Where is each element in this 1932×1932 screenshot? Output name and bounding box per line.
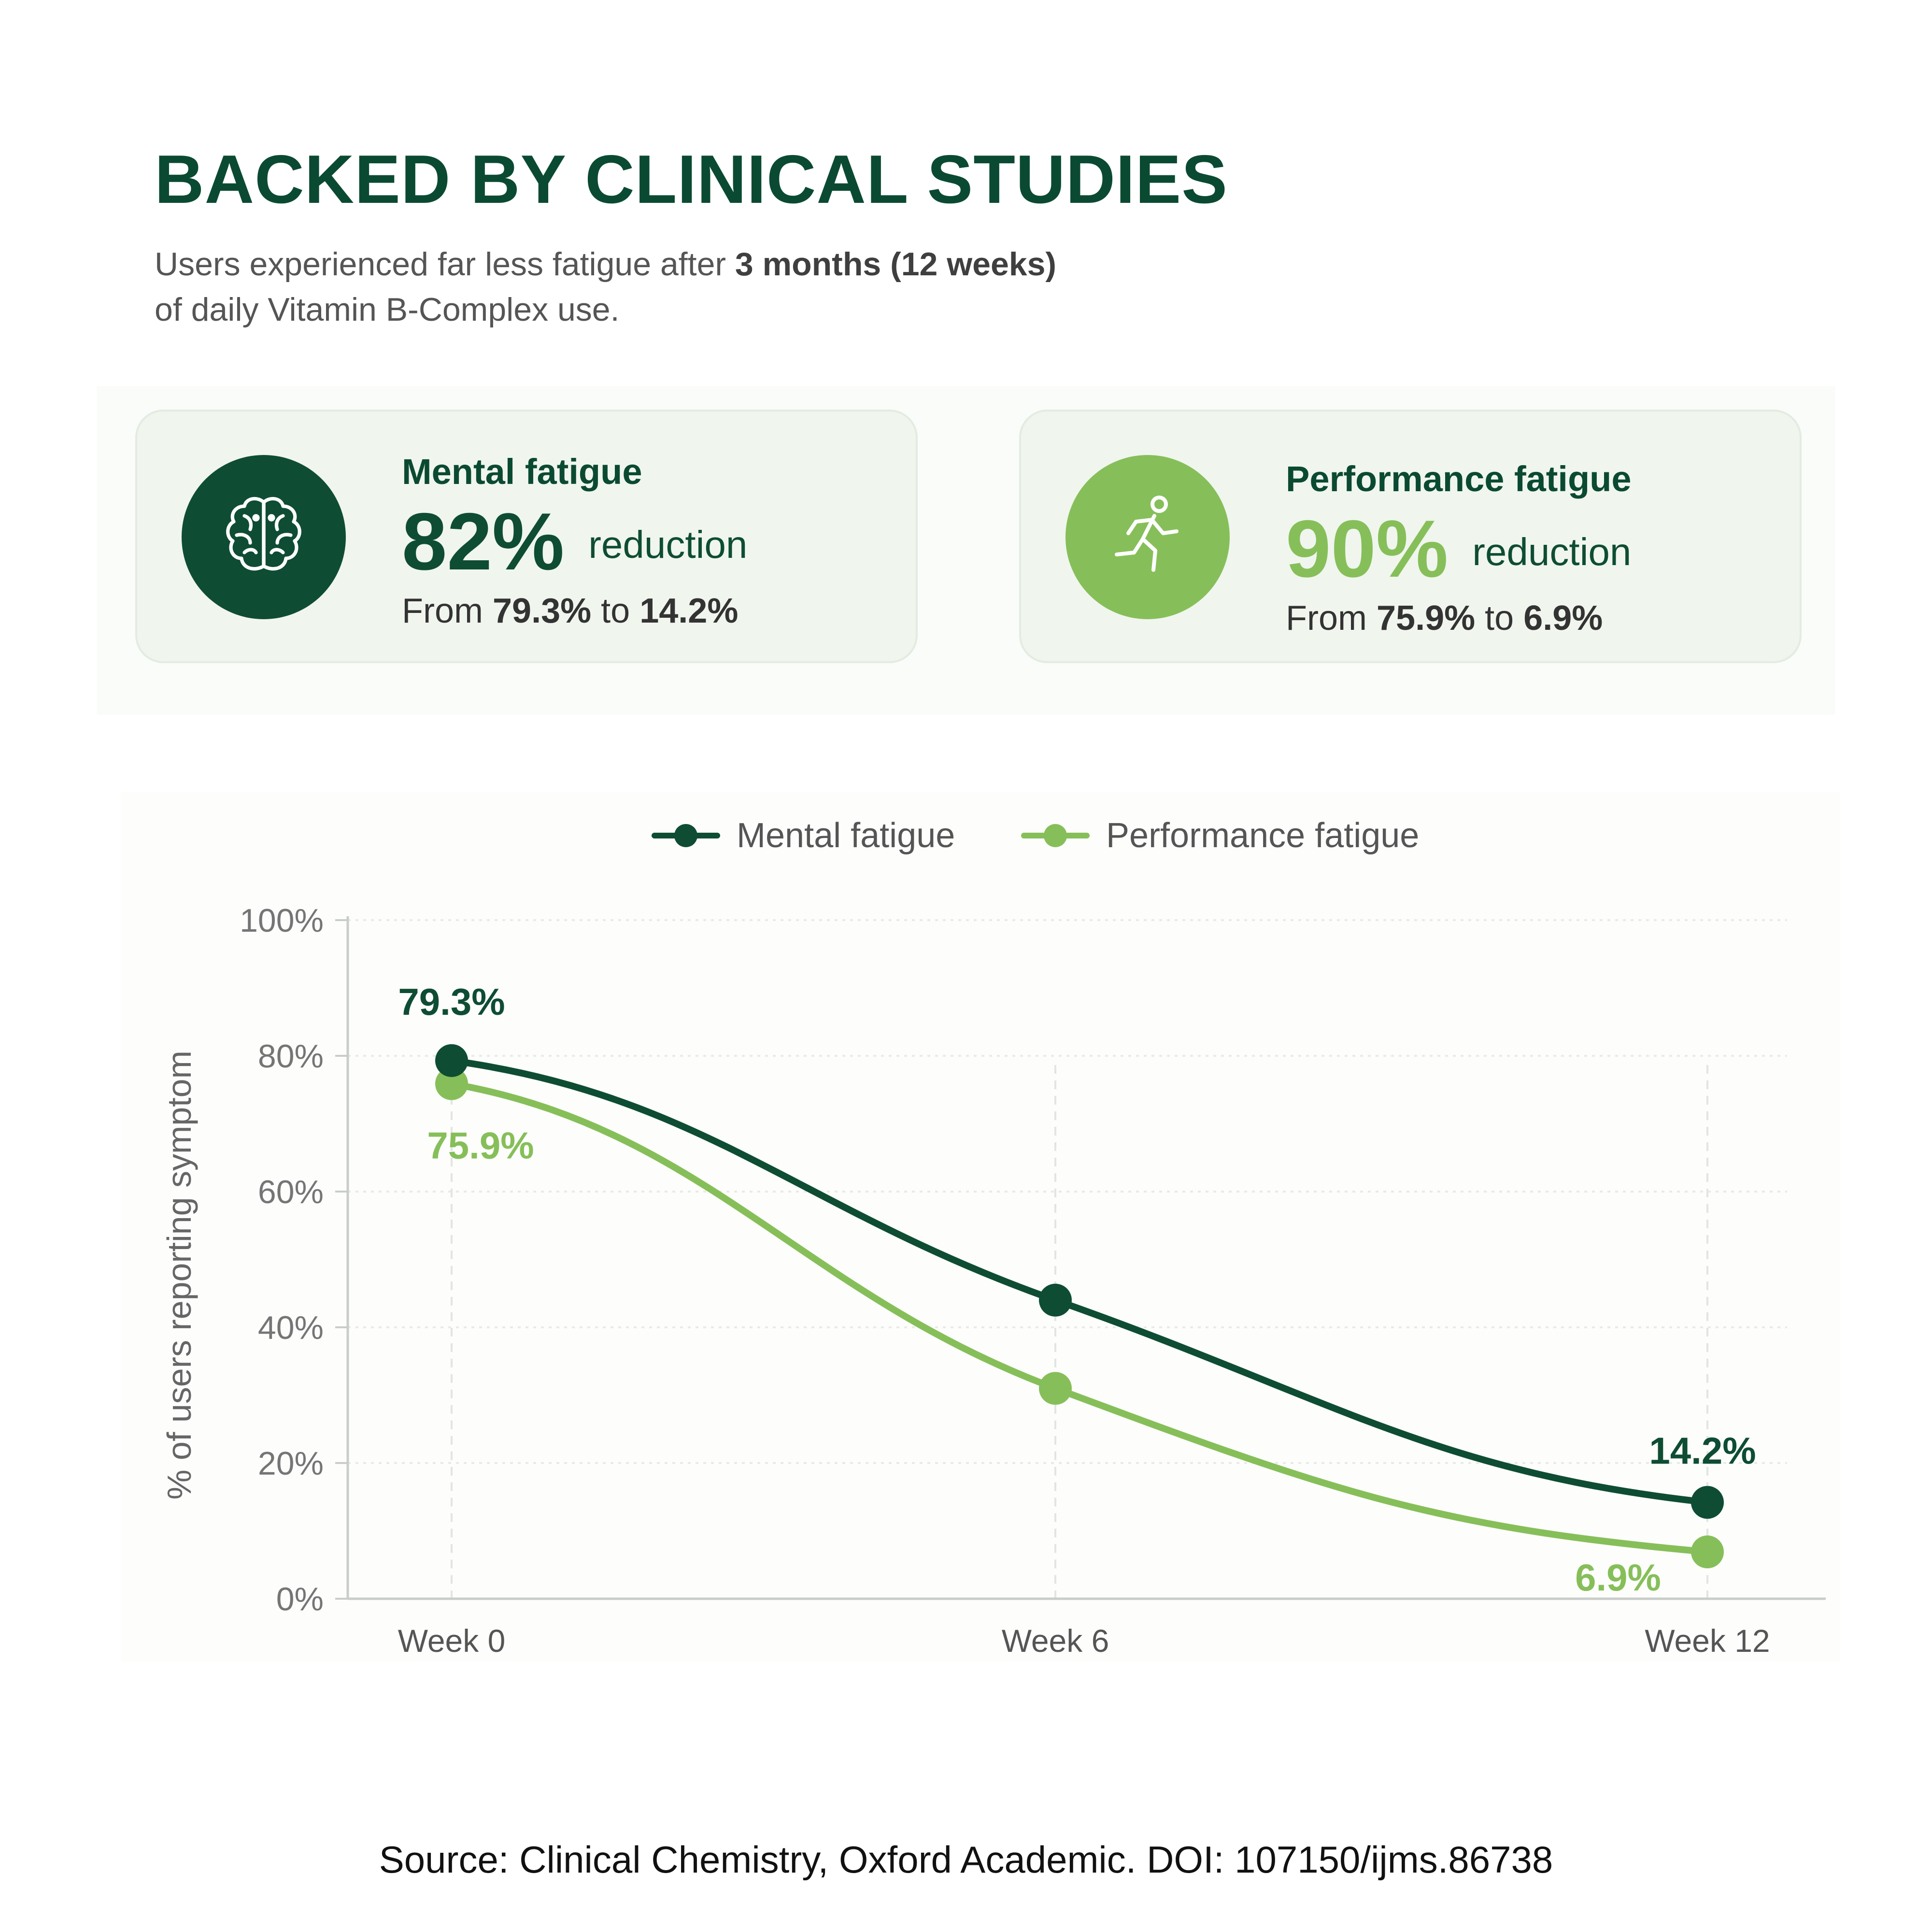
y-tick-label: 40% [258,1309,324,1346]
from-word: From [402,592,493,630]
mental-fatigue-text: Mental fatigue 82% reduction From 79.3% … [402,450,747,633]
data-point [1039,1372,1072,1405]
data-point [435,1044,468,1077]
mental-fatigue-card: Mental fatigue 82% reduction From 79.3% … [135,410,918,663]
reduction-word: reduction [1472,530,1632,573]
legend-label: Mental fatigue [737,816,955,855]
series-line-mental [448,1057,1711,1506]
y-axis-label: % of users reporting symptom [160,1051,198,1500]
data-label: 6.9% [1575,1556,1661,1599]
to-value: 14.2% [639,592,739,630]
subtitle-bold: 3 months (12 weeks) [735,246,1057,283]
data-label: 79.3% [398,980,505,1023]
x-tick-label: Week 6 [1002,1623,1109,1659]
reduction-percent: 90% [1286,503,1449,594]
performance-fatigue-card: Performance fatigue 90% reduction From 7… [1019,410,1802,663]
data-point [1691,1535,1724,1569]
card-from-to: From 79.3% to 14.2% [402,589,747,633]
running-person-icon [1065,455,1230,619]
to-value: 6.9% [1523,599,1603,638]
card-stat: 82% reduction [402,500,747,582]
card-label: Mental fatigue [402,452,642,492]
card-from-to: From 75.9% to 6.9% [1286,597,1632,640]
card-label: Performance fatigue [1286,459,1632,499]
y-tick-label: 20% [258,1445,324,1482]
data-point [435,1067,468,1100]
x-tick-label: Week 12 [1645,1623,1770,1659]
y-tick-label: 100% [240,902,324,939]
performance-fatigue-text: Performance fatigue 90% reduction From 7… [1286,457,1632,640]
x-tick-label: Week 0 [398,1623,506,1659]
to-word: to [591,592,640,630]
page-title: BACKED BY CLINICAL STUDIES [155,141,1228,218]
y-tick-label: 60% [258,1174,324,1210]
from-word: From [1286,599,1377,638]
chart-background [121,792,1840,1662]
legend-marker [674,824,697,847]
source-citation: Source: Clinical Chemistry, Oxford Acade… [379,1838,1553,1881]
reduction-percent: 82% [402,496,565,587]
from-value: 79.3% [492,592,592,630]
y-tick-label: 80% [258,1038,324,1075]
subtitle-suffix: of daily Vitamin B-Complex use. [155,291,620,328]
page-subtitle: Users experienced far less fatigue after… [155,242,1265,332]
from-value: 75.9% [1376,599,1476,638]
data-label: 75.9% [427,1124,534,1167]
subtitle-prefix: Users experienced far less fatigue after [155,246,735,283]
series-line-performance [448,1080,1711,1556]
card-stat: 90% reduction [1286,508,1632,590]
data-label: 14.2% [1649,1429,1756,1472]
brain-icon [182,455,346,619]
data-point [1691,1486,1724,1519]
reduction-word: reduction [588,523,748,566]
fatigue-line-chart: 0% 20% 40% 60% 80% 100% Week 0 Week 6 Week 12 % o… [160,816,1826,1659]
legend-label: Performance fatigue [1106,816,1419,855]
y-tick-label: 0% [276,1581,324,1618]
legend-marker [1044,824,1067,847]
to-word: to [1475,599,1524,638]
data-point [1039,1283,1072,1317]
